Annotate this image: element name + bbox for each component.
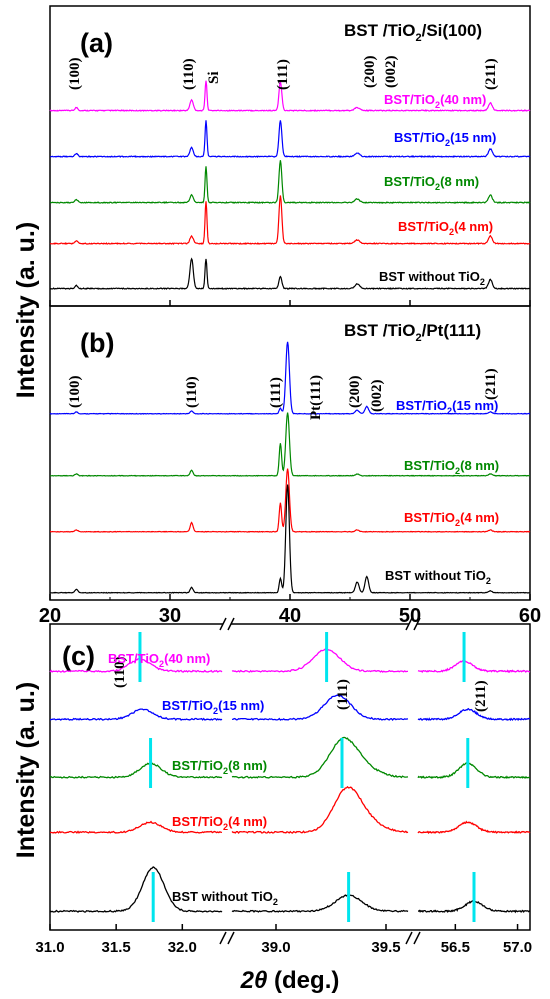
trace-label: BST/TiO2(15 nm): [162, 698, 264, 716]
axis-break-gap: [409, 618, 417, 630]
trace-4: [49, 257, 531, 291]
trace-2: [49, 160, 531, 204]
peak-label-211: (211): [473, 680, 489, 712]
trace-c-2-0: [49, 762, 223, 779]
y-axis-label-c: Intensity (a. u.): [12, 682, 40, 858]
axis-break: [219, 617, 227, 631]
trace-3: [49, 484, 531, 594]
y-axis-label: Intensity (a. u.): [12, 222, 40, 398]
peak-label-111: (111): [268, 377, 284, 408]
peak-label-si: Si: [206, 71, 222, 84]
trace-1: [50, 412, 531, 477]
axis-ticks: 20 30 40 50 60 31.0 31.5 32.0 39.0 39.5 56.5 57.0: [35, 300, 541, 956]
x-tick-label: 30: [159, 605, 181, 627]
panel-c-peak-labels: (110) (111) (211): [112, 656, 489, 712]
panel-a-peak-labels: (100) (110) Si (111) (200) (002) (211): [67, 56, 499, 91]
trace-c-0-1: [231, 648, 408, 673]
trace-label: BST/TiO2(4 nm): [398, 219, 493, 237]
axis-break: [227, 617, 235, 631]
trace-c-2-1: [231, 736, 409, 779]
trace-label: BST/TiO2(15 nm): [394, 130, 496, 148]
peak-label-110: (110): [184, 376, 200, 408]
trace-c-4-1: [231, 894, 409, 913]
trace-c-0-2: [417, 659, 531, 674]
peak-label-pt111: Pt(111): [308, 375, 324, 420]
trace-0: [49, 341, 531, 415]
trace-label: BST/TiO2(8 nm): [404, 458, 499, 476]
trace-1: [50, 120, 531, 159]
trace-c-4-0: [49, 866, 223, 913]
x-tick-label: 32.0: [168, 939, 197, 956]
panel-b-title: BST /TiO2/Pt(111): [344, 321, 481, 344]
trace-label: BST/TiO2(4 nm): [404, 510, 499, 528]
trace-labels: BST/TiO2(40 nm) BST/TiO2(15 nm) BST/TiO2(8…: [108, 92, 499, 907]
peak-label-211: (211): [483, 58, 499, 90]
x-tick-label: 60: [519, 605, 541, 627]
trace-c-3-1: [231, 785, 409, 835]
x-tick-label: 57.0: [503, 939, 532, 956]
trace-c-2-2: [417, 761, 530, 780]
panel-a-traces: [49, 80, 531, 291]
peak-label-002: (002): [383, 56, 399, 89]
trace-label: BST/TiO2(4 nm): [172, 814, 267, 832]
trace-3: [49, 195, 531, 246]
panel-a-tag: (a): [80, 28, 113, 58]
axis-break: [413, 931, 421, 945]
trace-c-1-0: [49, 708, 223, 721]
peak-label-200: (200): [347, 376, 363, 409]
axis-break: [413, 617, 421, 631]
trace-label: BST without TiO2: [385, 568, 491, 586]
axis-break: [405, 617, 413, 631]
peak-label-100: (100): [67, 376, 83, 409]
peak-label-002: (002): [369, 380, 385, 413]
x-tick-label: 40: [279, 605, 301, 627]
panel-b-tag: (b): [80, 328, 114, 358]
x-tick-label: 50: [399, 605, 421, 627]
panel-a-title: BST /TiO2/Si(100): [344, 21, 482, 44]
trace-c-0-0: [49, 657, 223, 673]
trace-label: BST/TiO2(8 nm): [172, 758, 267, 776]
trace-label: BST without TiO2: [172, 889, 278, 907]
axis-break-gap: [409, 932, 417, 944]
x-axis-label: 2θ (deg.): [240, 967, 340, 994]
x-tick-label: 31.0: [35, 939, 64, 956]
panel-c-tag: (c): [62, 641, 95, 671]
peak-label-100: (100): [67, 58, 83, 91]
peak-label-110: (110): [112, 656, 128, 688]
x-tick-label: 31.5: [102, 939, 131, 956]
trace-0: [49, 80, 531, 112]
trace-label: BST/TiO2(8 nm): [384, 174, 479, 192]
trace-2: [50, 468, 531, 533]
trace-c-3-2: [417, 820, 531, 835]
peak-label-211: (211): [483, 368, 499, 400]
peak-label-111: (111): [335, 679, 351, 710]
peak-label-111: (111): [275, 59, 291, 90]
panel-b-peak-labels: (100) (110) (111) Pt(111) (200) (002) (2…: [67, 368, 499, 420]
peak-label-110: (110): [181, 58, 197, 90]
axis-break-gap: [223, 618, 231, 630]
x-tick-label: 20: [39, 605, 61, 627]
axis-break-gap: [223, 932, 231, 944]
trace-label: BST/TiO2(40 nm): [108, 651, 210, 669]
trace-label: BST without TiO2: [379, 269, 485, 287]
trace-c-3-0: [49, 820, 223, 834]
panel-b-traces: [49, 341, 531, 594]
axis-break: [405, 931, 413, 945]
x-tick-label: 39.5: [371, 939, 400, 956]
peak-label-200: (200): [362, 56, 378, 89]
trace-c-1-1: [231, 694, 409, 721]
panel-c-traces: [49, 617, 531, 945]
x-tick-label: 56.5: [441, 939, 470, 956]
x-tick-label: 39.0: [261, 939, 290, 956]
trace-label: BST/TiO2(15 nm): [396, 398, 498, 416]
trace-label: BST/TiO2(40 nm): [384, 92, 486, 110]
axis-break: [227, 931, 235, 945]
trace-c-1-2: [417, 707, 531, 722]
axis-break: [219, 931, 227, 945]
